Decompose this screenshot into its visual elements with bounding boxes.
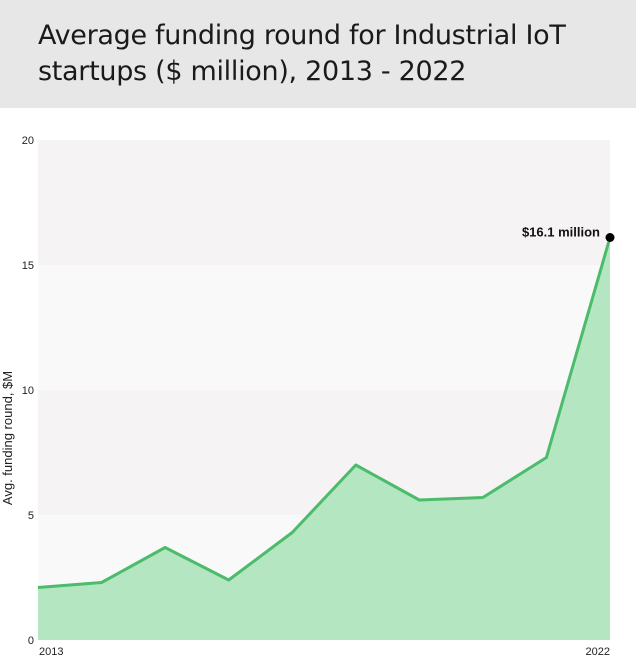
chart-title: Average funding round for Industrial IoT… bbox=[38, 20, 566, 87]
x-tick-label: 2013 bbox=[39, 646, 63, 658]
annotations: $16.1 million bbox=[522, 225, 615, 242]
x-tick-label: 2022 bbox=[586, 646, 610, 658]
y-axis-label: Avg. funding round, $M bbox=[0, 371, 15, 505]
y-tick-label: 10 bbox=[22, 385, 34, 397]
background-band bbox=[38, 140, 610, 265]
y-tick-label: 5 bbox=[28, 510, 34, 522]
y-tick-label: 20 bbox=[22, 135, 34, 147]
title-banner: Average funding round for Industrial IoT… bbox=[0, 0, 636, 108]
y-axis-ticks: 0 5 10 15 20 bbox=[22, 135, 34, 647]
annotation-point bbox=[605, 233, 615, 242]
x-axis-ticks: 2013 2022 bbox=[39, 646, 610, 658]
y-tick-label: 0 bbox=[28, 635, 34, 647]
y-tick-label: 15 bbox=[22, 260, 34, 272]
series-line bbox=[37, 237, 612, 589]
annotation-label: $16.1 million bbox=[522, 225, 600, 240]
chart-area: 0 5 10 15 20 2013 2022 Avg. funding round, $M… bbox=[0, 108, 636, 660]
line-area-chart: 0 5 10 15 20 2013 2022 Avg. funding round, $M… bbox=[0, 135, 615, 658]
area-fill bbox=[38, 237, 610, 640]
background-band bbox=[38, 265, 610, 390]
